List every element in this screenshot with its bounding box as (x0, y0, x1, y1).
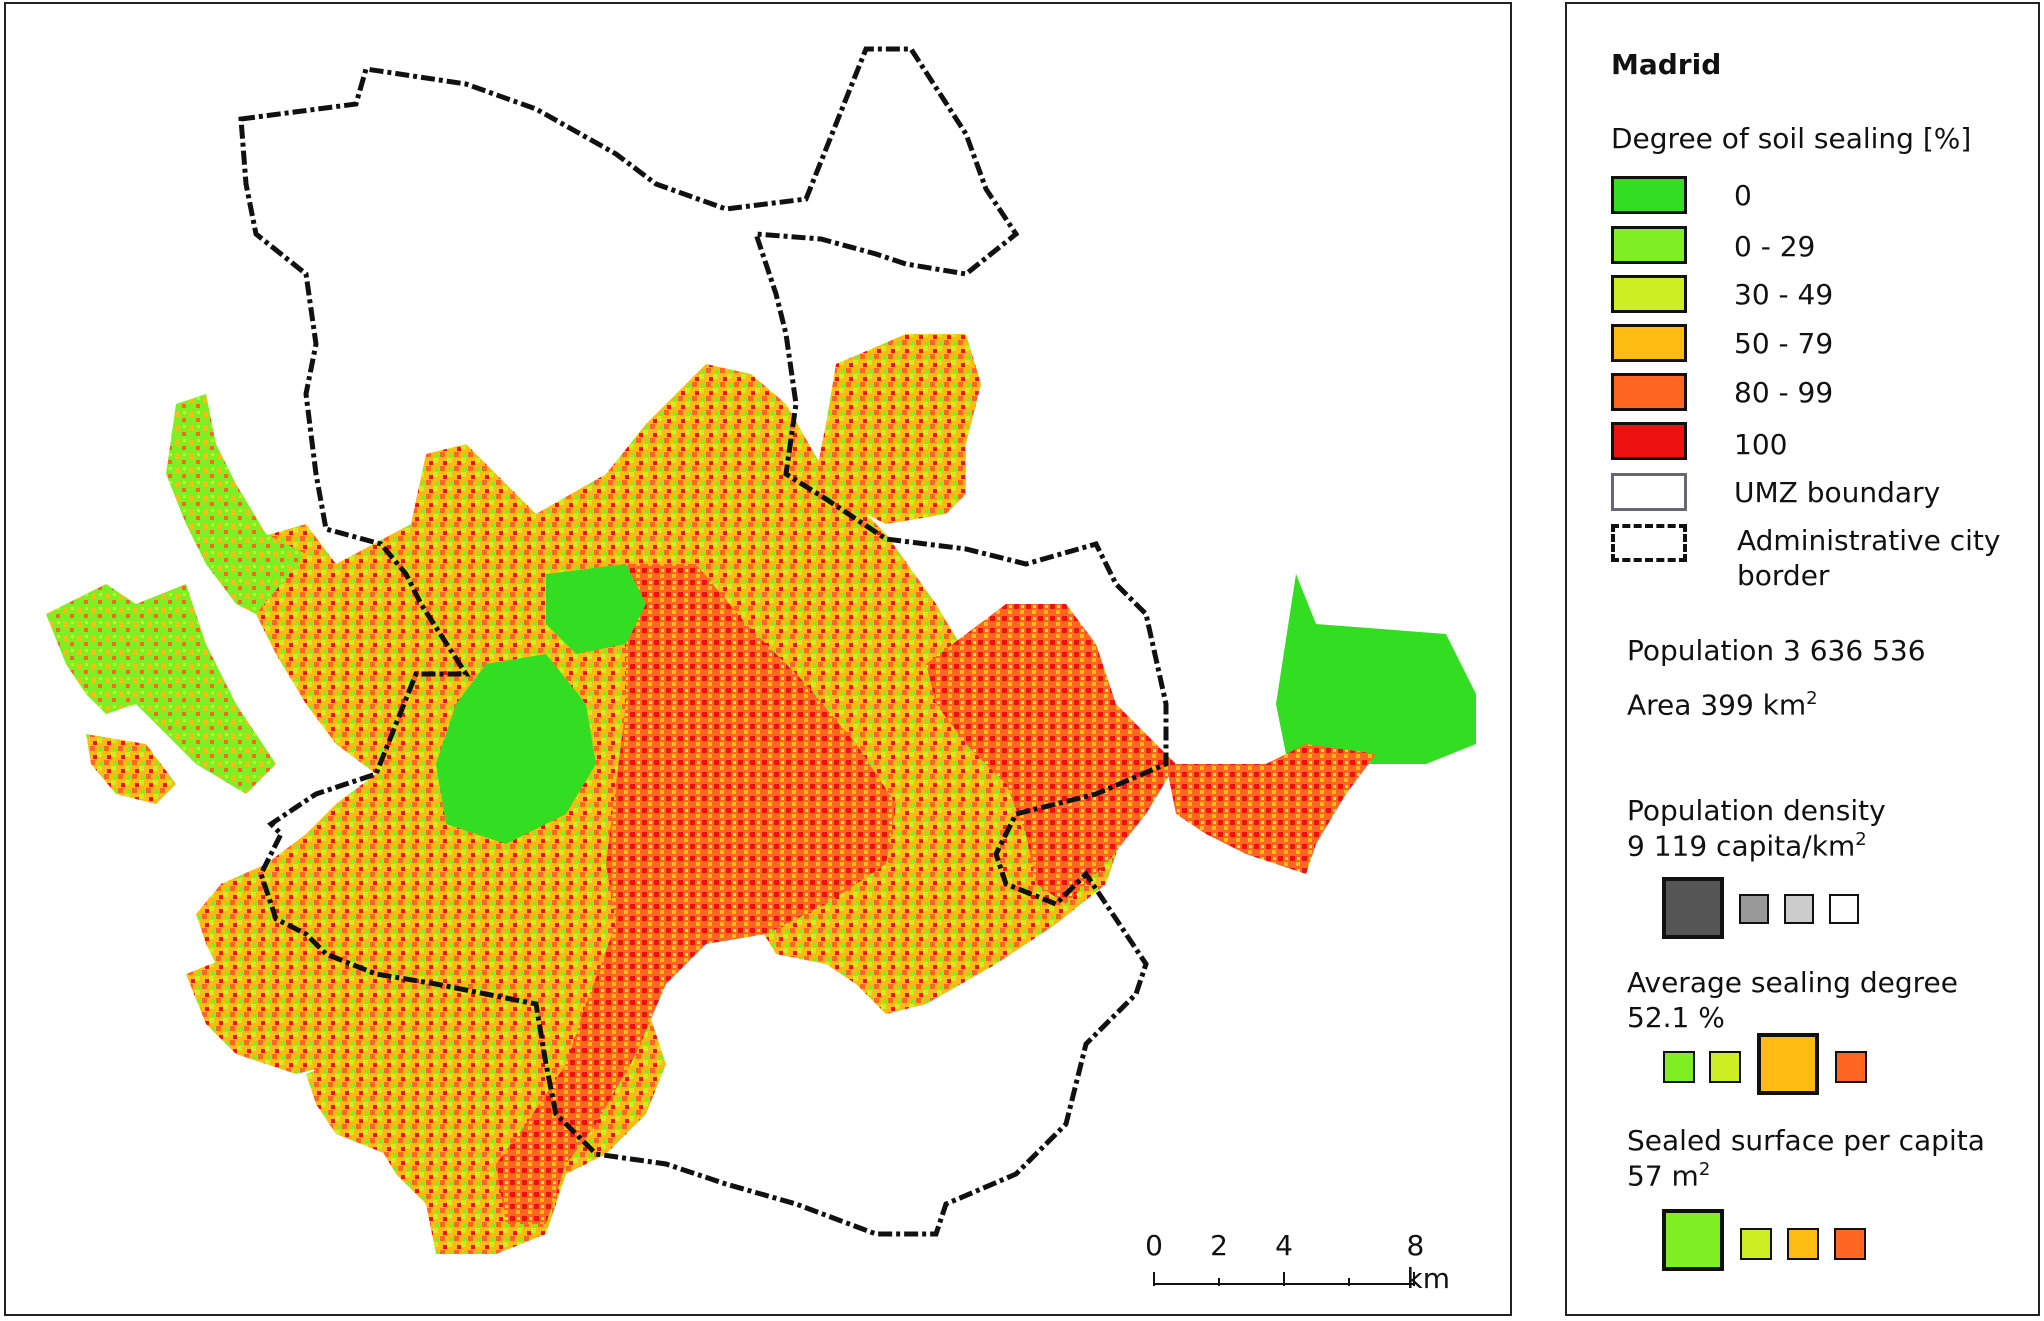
urban-area-south (306, 1044, 506, 1184)
scale-tick-4: 4 (1275, 1229, 1293, 1262)
legend-label-0: 0 (1734, 179, 1752, 212)
legend-label-4: 80 - 99 (1734, 376, 1834, 409)
legend-label-umz: UMZ boundary (1734, 476, 1941, 509)
urban-area-far-east (1276, 574, 1476, 764)
stat-density-value: 9 119 capita/km2 (1627, 829, 1867, 862)
legend-label-5: 100 (1734, 428, 1788, 461)
legend-panel: Madrid Degree of soil sealing [%] 0 0 - … (1565, 2, 2040, 1316)
legend-label-admin-line2: border (1737, 559, 1830, 592)
stat-density-sup: 2 (1855, 829, 1867, 850)
stat-per-capita-value: 57 m2 (1627, 1159, 1710, 1192)
legend-heading: Degree of soil sealing [%] (1611, 122, 1972, 155)
soil-sealing-map (46, 46, 1476, 1254)
scale-bar (1153, 1272, 1415, 1286)
density-symbol-mid (1739, 894, 1769, 924)
density-symbol-light (1784, 894, 1814, 924)
legend-swatch-2 (1611, 275, 1687, 313)
legend-swatch-3 (1611, 324, 1687, 362)
stat-density-text: 9 119 capita/km (1627, 829, 1856, 863)
stat-area: Area 399 km2 (1627, 688, 1818, 721)
stat-per-capita-sup: 2 (1698, 1159, 1711, 1180)
urban-area-northwest (166, 394, 306, 614)
stat-per-capita-label: Sealed surface per capita (1627, 1124, 1985, 1157)
density-symbol-large (1662, 877, 1724, 939)
legend-swatch-1 (1611, 226, 1687, 264)
urban-area-north-spur (816, 334, 981, 524)
urban-area-east-link (1166, 744, 1376, 874)
legend-swatch-umz (1611, 473, 1687, 511)
stat-area-sup: 2 (1806, 688, 1818, 709)
legend-swatch-4 (1611, 373, 1687, 411)
administrative-city-border (238, 46, 1169, 1237)
per-capita-symbol-2 (1740, 1228, 1772, 1260)
per-capita-symbol-3 (1787, 1228, 1819, 1260)
legend-label-3: 50 - 79 (1734, 327, 1834, 360)
urban-area-east (926, 604, 1176, 904)
urban-core (496, 564, 896, 1224)
sealing-symbol-1 (1663, 1051, 1695, 1083)
legend-swatch-5 (1611, 422, 1687, 460)
sealing-symbol-4 (1835, 1051, 1867, 1083)
map-panel: 0 2 4 8 km (4, 2, 1512, 1316)
urban-area-far-west (86, 734, 176, 804)
stat-sealing-label: Average sealing degree (1627, 966, 1958, 999)
per-capita-symbol-large (1662, 1209, 1724, 1271)
scale-tick-8km: 8 km (1406, 1229, 1451, 1295)
scale-tick-0: 0 (1145, 1229, 1163, 1262)
stat-population: Population 3 636 536 (1627, 634, 1926, 667)
park-north (546, 564, 646, 654)
urban-area-west (46, 584, 276, 794)
sealing-symbol-2 (1709, 1051, 1741, 1083)
park-casa-de-campo (436, 654, 596, 844)
scale-tick-2: 2 (1210, 1229, 1228, 1262)
legend-swatch-0 (1611, 176, 1687, 214)
density-symbol-white (1829, 894, 1859, 924)
legend-title: Madrid (1611, 48, 1722, 81)
stat-area-text: Area 399 km (1627, 688, 1807, 722)
legend-swatch-admin (1611, 524, 1687, 562)
stat-per-capita-text: 57 m (1627, 1159, 1699, 1193)
urban-area-south-west (186, 954, 346, 1074)
stat-density-label: Population density (1627, 794, 1886, 827)
legend-label-1: 0 - 29 (1734, 230, 1816, 263)
sealing-symbol-3 (1757, 1033, 1819, 1095)
legend-label-admin-line1: Administrative city (1737, 524, 2001, 557)
per-capita-symbol-4 (1834, 1228, 1866, 1260)
stat-sealing-value: 52.1 % (1627, 1001, 1725, 1034)
legend-label-2: 30 - 49 (1734, 278, 1834, 311)
